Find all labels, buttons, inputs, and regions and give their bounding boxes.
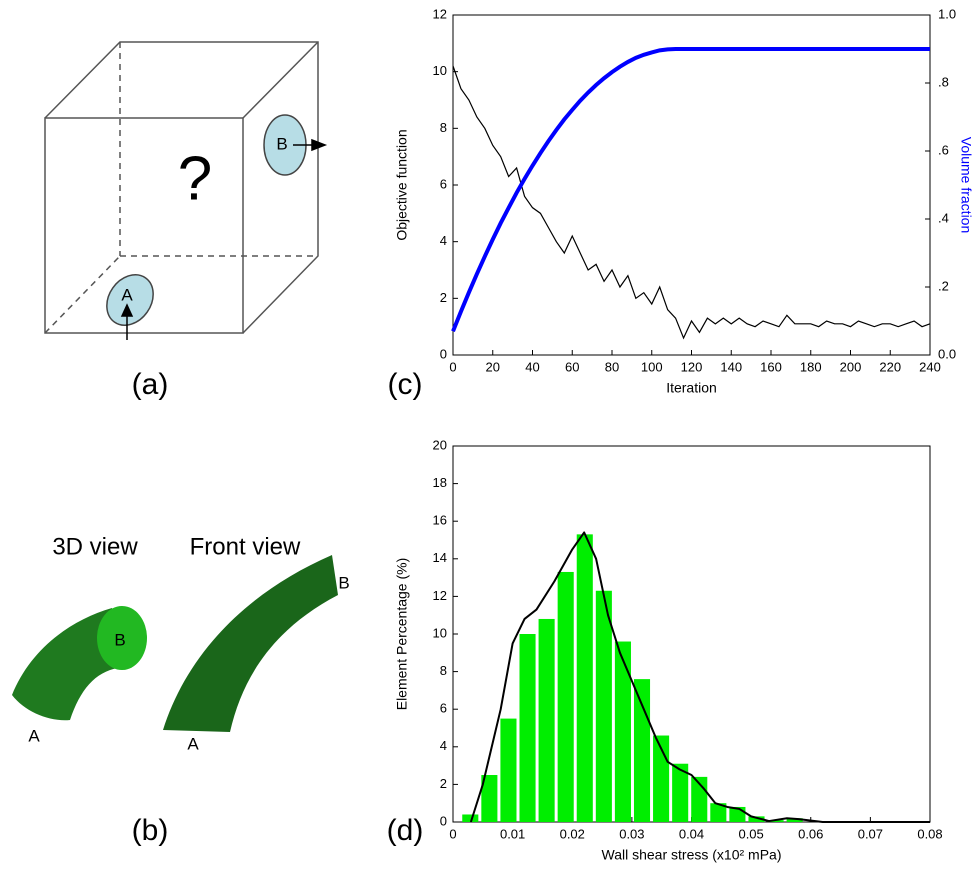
y-tick-label: 4 (440, 233, 447, 248)
y-tick-label: 16 (433, 513, 447, 528)
y-tick-label: 6 (440, 701, 447, 716)
panel-label: (d) (387, 814, 424, 847)
bar (462, 814, 479, 822)
x-tick-label: 220 (879, 359, 901, 374)
y-tick-label: 10 (433, 63, 447, 78)
inlet-label: A (187, 734, 199, 753)
y-tick-label: 0 (440, 813, 447, 828)
bar (500, 718, 517, 822)
y-axis-label: Element Percentage (%) (394, 558, 410, 711)
series-line (452, 65, 931, 340)
y-tick-label: 20 (433, 437, 447, 452)
inlet-label: A (121, 285, 133, 304)
flow-arrows (120, 138, 328, 340)
bar (633, 679, 651, 822)
bar (748, 816, 765, 822)
x-tick-label: 0.04 (679, 826, 704, 841)
x-tick-label: 240 (919, 359, 941, 374)
x-tick-label: 40 (525, 359, 539, 374)
y2-axis-label: Volume fraction (958, 137, 974, 234)
series-line (451, 47, 930, 332)
density-curve (469, 531, 930, 823)
x-tick-label: 180 (800, 359, 822, 374)
panel-label: (b) (132, 814, 169, 847)
y-axis-label: Objective function (394, 129, 410, 240)
y2-tick-label: 0.0 (938, 346, 956, 361)
bar (672, 763, 689, 822)
y2-tick-label: .2 (938, 278, 949, 293)
tube-3d (12, 608, 118, 721)
x-axis-label: Wall shear stress (x10² mPa) (602, 847, 782, 863)
y2-tick-label: .4 (938, 210, 949, 225)
bar (786, 818, 803, 822)
x-tick-label: 0.06 (798, 826, 823, 841)
view-title: 3D view (52, 533, 138, 560)
outlet-label: B (338, 573, 349, 592)
bar (614, 641, 631, 822)
x-tick-label: 140 (720, 359, 742, 374)
x-tick-label: 60 (565, 359, 579, 374)
y-tick-label: 2 (440, 776, 447, 791)
question-mark: ? (178, 144, 212, 213)
y-tick-label: 6 (440, 176, 447, 191)
y-tick-label: 0 (440, 346, 447, 361)
bar (538, 618, 555, 822)
outlet-label: B (114, 630, 125, 649)
x-tick-label: 0.03 (619, 826, 644, 841)
y-tick-label: 14 (433, 550, 447, 565)
y-tick-label: 10 (433, 625, 447, 640)
plot-frame (452, 14, 931, 356)
x-tick-label: 0 (449, 826, 456, 841)
y-tick-label: 12 (433, 588, 447, 603)
x-tick-label: 0.02 (560, 826, 585, 841)
x-tick-label: 100 (641, 359, 663, 374)
y-tick-label: 4 (440, 738, 447, 753)
y2-tick-label: .6 (938, 142, 949, 157)
bar (710, 803, 727, 822)
y-tick-label: 8 (440, 663, 447, 678)
x-tick-label: 0.05 (738, 826, 763, 841)
inlet-label: A (28, 726, 40, 745)
y2-tick-label: 1.0 (938, 6, 956, 21)
x-tick-label: 120 (681, 359, 703, 374)
x-tick-label: 80 (605, 359, 619, 374)
y-tick-label: 12 (433, 6, 447, 21)
x-axis-label: Iteration (666, 380, 717, 396)
cube (44, 41, 319, 334)
outlet-label: B (276, 134, 287, 153)
x-tick-label: 0.07 (858, 826, 883, 841)
x-tick-label: 0.08 (917, 826, 942, 841)
x-tick-label: 20 (486, 359, 500, 374)
bar (767, 820, 784, 822)
bar (481, 775, 498, 822)
x-tick-label: 0.01 (500, 826, 525, 841)
y-tick-label: 2 (440, 290, 447, 305)
tube-front (163, 555, 338, 732)
y-tick-label: 18 (433, 475, 447, 490)
tube-outlet (97, 606, 147, 670)
x-tick-label: 200 (840, 359, 862, 374)
bar (576, 534, 593, 822)
y2-tick-label: .8 (938, 74, 949, 89)
y-tick-label: 8 (440, 120, 447, 135)
x-tick-label: 0 (449, 359, 456, 374)
bar (519, 634, 536, 822)
inlet-ellipse (106, 274, 154, 326)
view-title: Front view (190, 533, 301, 560)
bar (595, 590, 612, 822)
x-tick-label: 160 (760, 359, 782, 374)
panel-label: (c) (388, 368, 423, 401)
panel-label: (a) (132, 368, 169, 401)
bar (557, 571, 574, 822)
